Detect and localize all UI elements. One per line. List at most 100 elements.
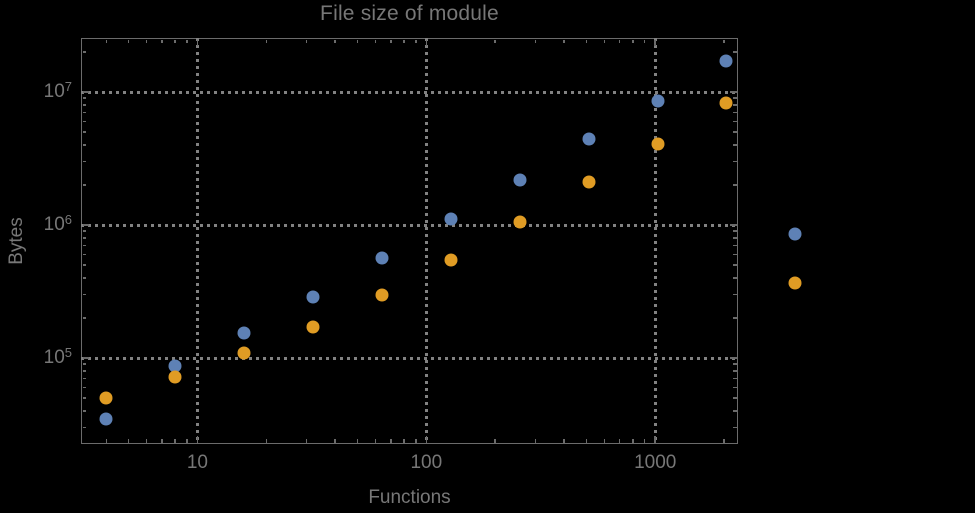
gridline-vertical <box>424 38 428 444</box>
gridline-vertical <box>195 38 199 444</box>
x-tick-bottom <box>643 439 646 443</box>
y-tick-left <box>82 426 86 429</box>
y-tick-left <box>82 224 89 226</box>
chart-title: File size of module <box>320 2 499 25</box>
y-tick-right <box>730 224 737 226</box>
y-tick-right <box>733 51 737 53</box>
y-tick-right <box>733 184 737 186</box>
x-tick-top <box>374 39 377 43</box>
y-tick-left <box>82 317 86 319</box>
x-tick-bottom <box>563 439 565 443</box>
x-tick-bottom <box>334 439 336 443</box>
x-tick-bottom <box>632 439 634 443</box>
y-tick-right <box>733 237 737 239</box>
data-point-series-blue <box>306 290 320 304</box>
data-point-series-orange <box>719 96 733 110</box>
x-tick-bottom <box>603 439 606 443</box>
y-tick-right <box>733 244 737 247</box>
y-tick-right <box>733 253 737 256</box>
x-tick-bottom <box>494 439 496 443</box>
y-tick-left <box>82 253 86 256</box>
x-tick-top <box>334 39 336 43</box>
x-tick-bottom <box>425 436 428 443</box>
x-tick-bottom <box>174 439 176 443</box>
x-tick-top <box>403 39 405 43</box>
y-tick-left <box>82 120 86 123</box>
x-tick-bottom <box>390 439 392 443</box>
data-point-series-blue <box>237 326 251 340</box>
x-tick-bottom <box>305 439 308 443</box>
x-tick-bottom <box>534 439 537 443</box>
x-tick-top <box>723 39 725 43</box>
y-tick-right <box>733 397 737 399</box>
y-tick-right <box>733 131 737 133</box>
data-point-series-blue <box>99 412 113 426</box>
x-tick-top <box>186 39 188 43</box>
x-tick-top <box>563 39 565 43</box>
y-tick-right <box>733 426 737 429</box>
data-point-series-blue <box>444 212 458 226</box>
y-tick-right <box>730 91 737 93</box>
y-tick-right <box>733 97 737 99</box>
x-tick-top <box>425 39 428 46</box>
x-tick-top <box>534 39 537 43</box>
x-tick-top <box>654 39 656 46</box>
x-tick-top <box>632 39 634 43</box>
y-tick-left <box>82 184 86 186</box>
y-tick-left <box>82 91 89 93</box>
y-tick-left <box>82 397 86 399</box>
x-tick-bottom <box>415 439 417 443</box>
y-tick-right <box>733 377 737 380</box>
y-tick-right <box>733 317 737 319</box>
x-tick-top <box>145 39 148 43</box>
x-tick-label: 100 <box>410 452 443 473</box>
data-point-series-blue <box>168 359 182 373</box>
y-tick-left <box>82 144 86 146</box>
y-tick-label: 105 <box>43 345 72 369</box>
y-tick-right <box>733 410 737 412</box>
y-tick-right <box>733 160 737 163</box>
x-tick-top <box>305 39 308 43</box>
y-tick-left <box>82 386 86 389</box>
y-tick-right <box>730 357 737 359</box>
plot-frame <box>81 38 738 444</box>
y-tick-left <box>82 237 86 239</box>
x-tick-top <box>603 39 606 43</box>
x-tick-bottom <box>196 436 199 443</box>
x-tick-top <box>105 39 108 43</box>
x-tick-top <box>585 39 588 43</box>
gridline-horizontal <box>81 90 738 94</box>
x-tick-bottom <box>618 439 621 443</box>
data-point-series-blue <box>719 54 733 68</box>
gridlines-layer <box>81 38 738 444</box>
data-point-series-orange <box>168 370 182 384</box>
x-tick-bottom <box>186 439 188 443</box>
y-tick-left <box>82 51 86 53</box>
data-point-series-blue <box>582 132 596 146</box>
y-tick-right <box>733 104 737 106</box>
y-tick-right <box>733 277 737 279</box>
x-tick-top <box>196 39 199 46</box>
data-point-series-orange <box>788 276 802 289</box>
y-tick-label: 107 <box>43 79 72 103</box>
x-tick-bottom <box>105 439 108 443</box>
gridline-horizontal <box>81 356 738 360</box>
data-point-series-orange <box>651 137 665 151</box>
y-tick-right <box>733 363 737 365</box>
y-tick-right <box>733 370 737 372</box>
data-point-series-orange <box>582 175 596 189</box>
y-tick-left <box>82 131 86 133</box>
y-tick-left <box>82 160 86 163</box>
data-point-series-orange <box>375 288 389 302</box>
x-tick-top <box>356 39 359 43</box>
y-tick-label: 106 <box>43 212 72 236</box>
data-point-series-blue <box>513 173 527 187</box>
x-tick-top <box>161 39 163 43</box>
x-tick-bottom <box>265 439 268 443</box>
y-tick-left <box>82 410 86 412</box>
y-tick-right <box>733 111 737 114</box>
data-point-series-orange <box>513 215 527 229</box>
x-tick-top <box>643 39 646 43</box>
y-tick-left <box>82 244 86 247</box>
